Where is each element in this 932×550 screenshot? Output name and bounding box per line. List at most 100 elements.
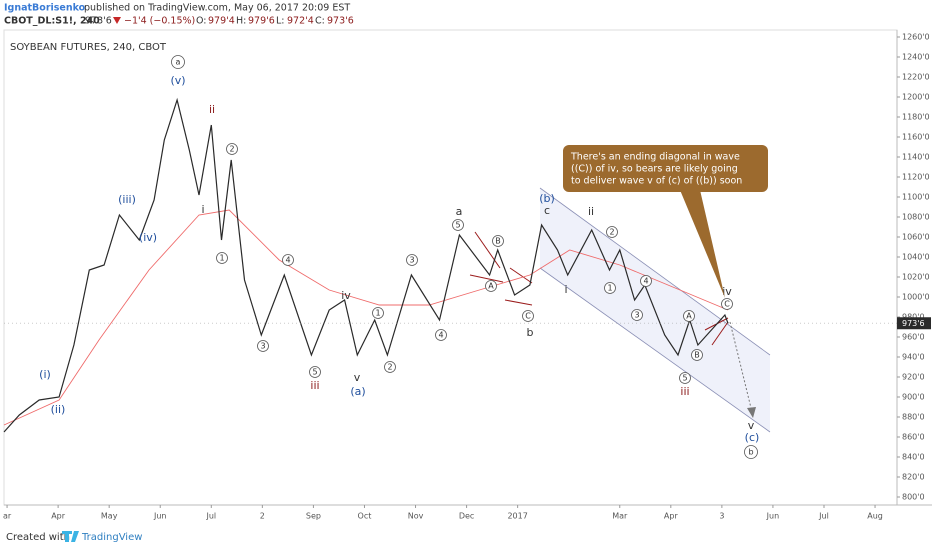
callout-box	[563, 145, 768, 192]
y-tick-label: 1080'0	[902, 213, 930, 222]
moving-average	[3, 209, 729, 426]
wave-label: (b)	[539, 192, 555, 205]
wave-label: ii	[209, 103, 215, 116]
price-line	[3, 97, 729, 433]
y-tick-label: 920'0	[902, 373, 925, 382]
y-tick-label: 1100'0	[902, 193, 930, 202]
wave-label: 4	[285, 256, 290, 265]
x-tick-label: 3	[719, 512, 724, 521]
y-tick-label: 1180'0	[902, 113, 930, 122]
wave-label: iii	[680, 385, 689, 398]
wave-label: 3	[260, 342, 265, 351]
high: 979'6	[248, 16, 275, 27]
x-tick-label: 2017	[507, 512, 527, 521]
wave-label: 5	[455, 221, 460, 230]
y-tick-label: 1120'0	[902, 173, 930, 182]
wave-label: iii	[310, 379, 319, 392]
y-tick-label: 1140'0	[902, 153, 930, 162]
wave-label: (a)	[350, 385, 365, 398]
x-tick-label: Jun	[153, 512, 167, 521]
x-tick-label: Oct	[358, 512, 372, 521]
wave-label: iv	[722, 285, 732, 298]
price-tag-label: 973'6	[902, 319, 925, 328]
wave-label: v	[354, 371, 361, 384]
wave-label: b	[748, 448, 753, 457]
x-tick-label: Jul	[818, 512, 829, 521]
y-tick-label: 960'0	[902, 333, 925, 342]
circled-waves: a 2 1 4 3 5 1 2 3 4 5 B A C 2 1 4 3 A B …	[171, 55, 758, 459]
y-tick-label: 840'0	[902, 453, 925, 462]
x-tick-label: Apr	[51, 512, 66, 521]
low-label: L:	[276, 16, 285, 27]
wave-label: 2	[229, 145, 234, 154]
last: 973'6	[85, 16, 112, 27]
wave-label: A	[488, 282, 494, 291]
y-tick-label: 1160'0	[902, 133, 930, 142]
wave-label: A	[686, 312, 692, 321]
wave-label: 3	[634, 311, 639, 320]
x-ticks: ar Apr May Jun Jul 2 Sep Oct Nov Dec 2017 Mar Apr 3 Ju…	[3, 505, 883, 521]
projection-arrow	[729, 321, 753, 413]
wave-label: 4	[643, 277, 648, 286]
symbol: CBOT_DL:S1!, 240	[4, 16, 100, 27]
x-tick-label: Jul	[205, 512, 216, 521]
plot	[3, 97, 897, 433]
x-tick-label: May	[101, 512, 118, 521]
published: published on TradingView.com, May 06, 20…	[84, 3, 350, 14]
wave-label: (ii)	[51, 403, 66, 416]
author[interactable]: IgnatBorisenko	[4, 3, 86, 14]
wave-label: v	[748, 419, 755, 432]
footer-brand[interactable]: TradingView	[81, 532, 142, 543]
waves: (v) ii i (iii) (iv) (i) (ii) iii iv v (a…	[39, 74, 759, 444]
header: IgnatBorisenko published on TradingView.…	[4, 3, 354, 27]
wave-label: 5	[312, 368, 317, 377]
logo	[62, 531, 79, 542]
wave-label: (i)	[39, 368, 51, 381]
x-tick-label: Mar	[612, 512, 628, 521]
y-tick-label: 800'0	[902, 493, 925, 502]
y-tick-label: 900'0	[902, 393, 925, 402]
wave-label: ii	[588, 205, 594, 218]
y-tick-label: 1220'0	[902, 73, 930, 82]
wave-label: B	[694, 351, 700, 360]
wave-label: (v)	[170, 74, 185, 87]
down-arrow	[113, 17, 121, 24]
callout-text: There's an ending diagonal in wave	[570, 152, 740, 163]
x-tick-label: ar	[3, 512, 12, 521]
wave-label: C	[525, 312, 531, 321]
y-tick-label: 1040'0	[902, 253, 930, 262]
y-tick-label: 1240'0	[902, 53, 930, 62]
wave-label: (c)	[745, 431, 760, 444]
chart-title: SOYBEAN FUTURES, 240, CBOT	[10, 42, 167, 53]
wave-label: 1	[607, 284, 612, 293]
wave-label: (iii)	[118, 193, 136, 206]
y-tick-label: 1060'0	[902, 233, 930, 242]
y-tick-label: 1200'0	[902, 93, 930, 102]
open: 979'4	[208, 16, 235, 27]
x-tick-label: 2	[260, 512, 265, 521]
wave-label: a	[176, 58, 181, 67]
wave-label: b	[527, 326, 534, 339]
wave-label: C	[724, 300, 730, 309]
x-tick-label: Sep	[306, 512, 321, 521]
wave-label: i	[564, 283, 567, 296]
wave-label: 5	[682, 374, 687, 383]
x-tick-label: Dec	[459, 512, 474, 521]
wave-label: B	[495, 237, 501, 246]
arrow-head	[747, 407, 756, 418]
callout-text: ((C)) of iv, so bears are likely going	[571, 164, 738, 175]
wave-label: 1	[375, 309, 380, 318]
footer-created: Created with	[6, 532, 70, 543]
price-tag	[897, 317, 931, 330]
y-tick-label: 980'0	[902, 313, 925, 322]
open-label: O:	[196, 16, 207, 27]
y-tick-label: 1000'0	[902, 293, 930, 302]
callout-text: to deliver wave v of (c) of ((b)) soon	[571, 176, 742, 187]
y-tick-label: 940'0	[902, 353, 925, 362]
low: 972'4	[287, 16, 314, 27]
x-tick-label: Apr	[664, 512, 679, 521]
wave-label: a	[456, 205, 463, 218]
wave-label: 3	[409, 256, 414, 265]
wave-label: 1	[219, 254, 224, 263]
